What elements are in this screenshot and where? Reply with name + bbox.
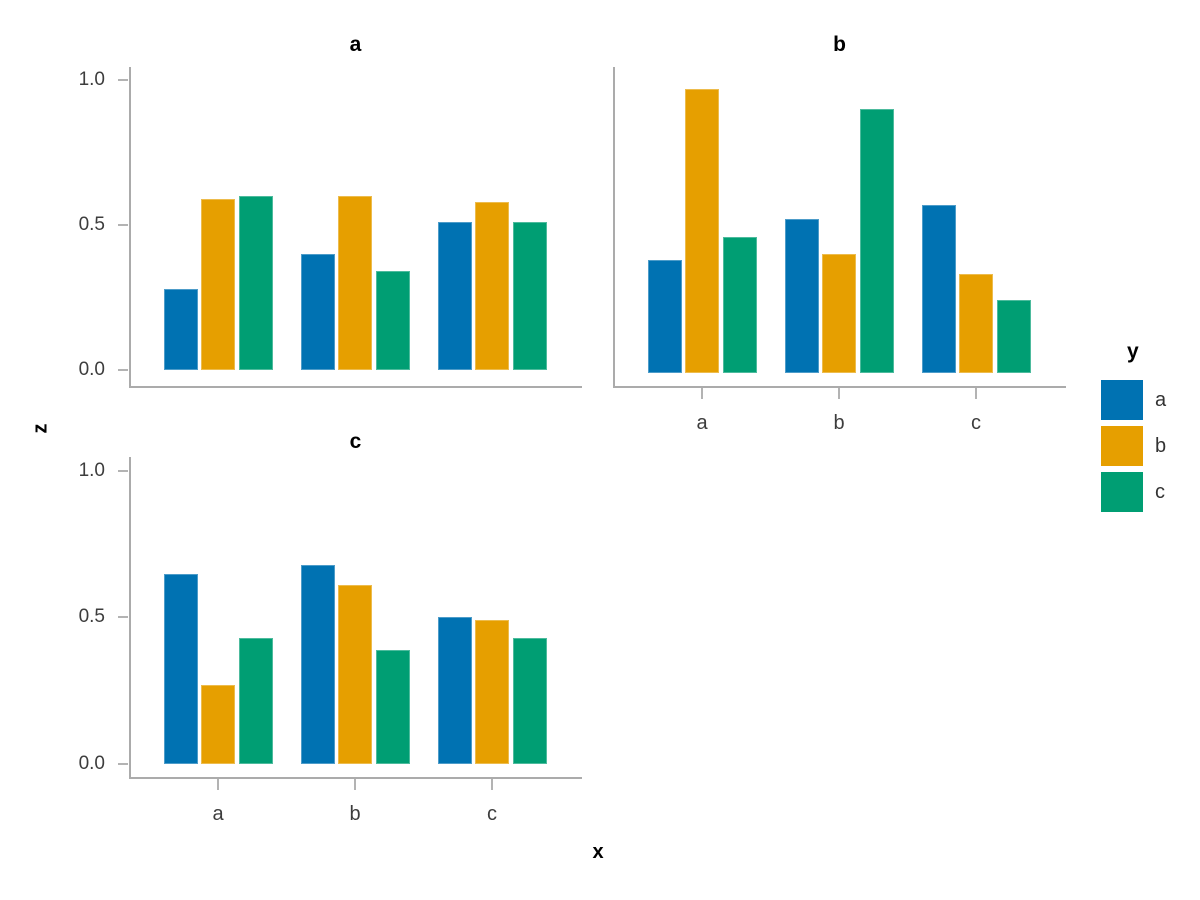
bar-a-xb-yb: [338, 196, 372, 370]
bar-c-xc-yb: [475, 620, 509, 764]
x-tick-label: b: [349, 803, 361, 825]
legend-item-c: c: [1094, 472, 1194, 512]
bar-b-xa-yb: [685, 89, 719, 373]
legend-item-a: a: [1094, 380, 1194, 420]
y-tick: [118, 616, 128, 618]
x-tick: [975, 388, 977, 399]
bar-a-xc-ya: [437, 222, 472, 370]
bar-b-xb-ya: [784, 219, 819, 373]
x-tick-label: b: [833, 412, 845, 434]
bar-c-xc-yc: [512, 638, 547, 764]
facet-title-c: c: [349, 430, 362, 453]
bar-b-xb-yc: [859, 109, 894, 373]
x-tick: [217, 779, 219, 790]
plot-panel-a: [129, 67, 582, 388]
x-axis-label: x: [592, 841, 604, 863]
x-tick-label: c: [971, 412, 981, 434]
legend-title: y: [1127, 340, 1139, 363]
legend-label: a: [1155, 388, 1167, 411]
legend-label: b: [1155, 434, 1167, 457]
bar-c-xb-yb: [338, 585, 372, 764]
legend-swatch-a: [1101, 380, 1143, 420]
bar-b-xc-yc: [996, 300, 1031, 373]
bar-a-xa-yb: [201, 199, 235, 370]
bar-a-xc-yc: [512, 222, 547, 370]
y-tick-label: 0.5: [78, 606, 105, 627]
bar-a-xb-ya: [300, 254, 335, 370]
y-tick-label: 0.0: [78, 753, 105, 774]
bar-b-xa-ya: [647, 260, 682, 373]
bar-c-xa-yb: [201, 685, 235, 764]
bar-b-xb-yb: [822, 254, 856, 373]
y-tick-label: 0.5: [78, 214, 105, 235]
bar-c-xa-yc: [238, 638, 273, 764]
bar-b-xa-yc: [722, 237, 757, 373]
y-tick: [118, 224, 128, 226]
y-tick-label: 0.0: [78, 359, 105, 380]
bar-a-xa-ya: [163, 289, 198, 370]
facet-title-b: b: [833, 33, 846, 56]
x-tick-label: c: [487, 803, 497, 825]
bar-c-xb-ya: [300, 565, 335, 764]
plot-panel-b: [613, 67, 1066, 388]
x-tick: [491, 779, 493, 790]
facet-title-a: a: [349, 33, 362, 56]
bar-b-xc-yb: [959, 274, 993, 373]
legend-swatch-c: [1101, 472, 1143, 512]
y-tick: [118, 470, 128, 472]
legend-item-b: b: [1094, 426, 1194, 466]
y-axis-label: z: [29, 423, 52, 434]
y-tick-label: 1.0: [78, 69, 105, 90]
bar-b-xc-ya: [921, 205, 956, 373]
x-tick: [701, 388, 703, 399]
bar-a-xc-yb: [475, 202, 509, 370]
x-tick: [354, 779, 356, 790]
y-tick-label: 1.0: [78, 460, 105, 481]
bar-c-xb-yc: [375, 650, 410, 764]
x-tick: [838, 388, 840, 399]
legend-label: c: [1155, 480, 1165, 503]
x-tick-label: a: [696, 412, 708, 434]
plot-panel-c: [129, 457, 582, 779]
bar-c-xc-ya: [437, 617, 472, 764]
y-tick: [118, 369, 128, 371]
bar-a-xb-yc: [375, 271, 410, 370]
bar-a-xa-yc: [238, 196, 273, 370]
y-tick: [118, 79, 128, 81]
y-tick: [118, 763, 128, 765]
bar-c-xa-ya: [163, 574, 198, 764]
legend-swatch-b: [1101, 426, 1143, 466]
x-tick-label: a: [212, 803, 224, 825]
